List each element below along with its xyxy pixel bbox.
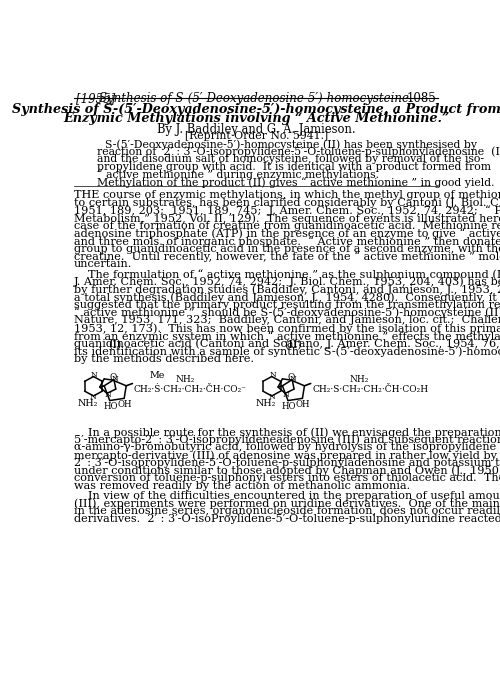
Text: propylidene group with acid.  It is identical with a product formed from: propylidene group with acid. It is ident… — [98, 162, 492, 172]
Text: OH: OH — [118, 400, 132, 409]
Text: α-amino-γ-bromobutyric acid, followed by hydrolysis of the isopropylidene residu: α-amino-γ-bromobutyric acid, followed by… — [74, 443, 500, 452]
Text: NH₂: NH₂ — [256, 399, 276, 407]
Text: to certain substrates, has been clarified considerably by Cantoni (J. Biol. Chem: to certain substrates, has been clarifie… — [74, 198, 500, 208]
Text: 1085: 1085 — [406, 92, 436, 105]
Text: NH₂: NH₂ — [175, 375, 195, 384]
Text: Methylation of the product (II) gives “ active methionine ” in good yield.: Methylation of the product (II) gives “ … — [98, 177, 495, 187]
Text: creatine.  Until recently, however, the fate of the “ active methionine ” molecu: creatine. Until recently, however, the f… — [74, 251, 500, 262]
Text: suggested that the primary product resulting from the transmethylation reactions: suggested that the primary product resul… — [74, 300, 500, 310]
Text: 5′-mercapto-2′ : 3′-O-isopropylideneadenosine (III) and subsequent reaction of t: 5′-mercapto-2′ : 3′-O-isopropylideneaden… — [74, 435, 500, 445]
Text: By J. Baddiley and G. A. Jamieson.: By J. Baddiley and G. A. Jamieson. — [157, 123, 356, 136]
Text: In view of the difficulties encountered in the preparation of useful amounts of : In view of the difficulties encountered … — [88, 491, 500, 501]
Text: was removed readily by the action of methanolic ammonia.: was removed readily by the action of met… — [74, 481, 410, 491]
Text: from an enzymic system in which “ active methionine ” effects the methylation of: from an enzymic system in which “ active… — [74, 331, 500, 342]
Text: and three mols. of inorganic phosphate.  “ Active methionine ” then donates a me: and three mols. of inorganic phosphate. … — [74, 236, 500, 247]
Text: HO: HO — [282, 402, 296, 411]
Text: 1951, 189, 203;  1951, 189, 745;  J. Amer. Chem. Soc., 1952, 74, 2942;  “ Phosph: 1951, 189, 203; 1951, 189, 745; J. Amer.… — [74, 205, 500, 216]
Text: Synthesis of S-(5′-Deoxyadenosine-5′)-homocysteine, a Product from: Synthesis of S-(5′-Deoxyadenosine-5′)-ho… — [12, 103, 500, 116]
Text: N: N — [90, 394, 97, 401]
Text: O: O — [288, 373, 295, 382]
Text: (I): (I) — [108, 340, 122, 350]
Text: N: N — [268, 394, 275, 401]
Text: [Reprint Order No. 5941.]: [Reprint Order No. 5941.] — [184, 131, 328, 141]
Text: CH₂·Ṡ·CH₂·CH₂·ČH·CO₂⁻: CH₂·Ṡ·CH₂·CH₂·ČH·CO₂⁻ — [134, 385, 247, 394]
Text: uncertain.: uncertain. — [74, 259, 132, 269]
Text: Metabolism,” 1952, Vol. II, 129).  The sequence of events is illustrated here in: Metabolism,” 1952, Vol. II, 129). The se… — [74, 213, 500, 223]
Text: Me: Me — [150, 371, 165, 380]
Text: N: N — [269, 371, 276, 379]
Text: case of the formation of creatine from guanidinoacetic acid.  Methionine reacts : case of the formation of creatine from g… — [74, 221, 500, 231]
Text: Synthesis of S-(5′-Deoxyadenosine-5′)-homocysteine.: Synthesis of S-(5′-Deoxyadenosine-5′)-ho… — [100, 92, 413, 105]
Text: J. Amer. Chem. Soc., 1952, 74, 2942;  J. Biol. Chem., 1953, 204, 403) has been c: J. Amer. Chem. Soc., 1952, 74, 2942; J. … — [74, 277, 500, 287]
Text: its identification with a sample of synthetic S-(5′-deoxyadenosine-5′)-homocyste: its identification with a sample of synt… — [74, 346, 500, 356]
Text: [1955]: [1955] — [76, 92, 116, 105]
Text: THE course of enzymic methylations, in which the methyl group of methionine is t: THE course of enzymic methylations, in w… — [74, 190, 500, 200]
Text: under conditions similar to those adopted by Chapman and Owen (J., 1950, 579) fo: under conditions similar to those adopte… — [74, 466, 500, 476]
Text: (II): (II) — [284, 340, 302, 350]
Text: by further degradation studies (Baddiley, Cantoni, and Jamieson, J., 1953, 2062): by further degradation studies (Baddiley… — [74, 285, 500, 295]
Text: “ active methionine ”  should be S-(5′-deoxyadenosine-5′)-homocysteine (II) (Woo: “ active methionine ” should be S-(5′-de… — [74, 308, 500, 318]
Text: mercapto-derivative (III) of adenosine was prepared in rather low yield by heati: mercapto-derivative (III) of adenosine w… — [74, 450, 500, 461]
Text: adenosine triphosphate (ATP) in the presence of an enzyme to give “ active methi: adenosine triphosphate (ATP) in the pres… — [74, 228, 500, 239]
Text: (III), experiments were performed on uridine derivatives.  One of the main side : (III), experiments were performed on uri… — [74, 498, 500, 509]
Text: derivatives.  2′ : 3′-O-isoProylidene-5′-O-toluene-p-sulphonyluridine reacted sm: derivatives. 2′ : 3′-O-isoProylidene-5′-… — [74, 514, 500, 524]
Text: group to guanidinoacetic acid in the presence of a second enzyme, with the forma: group to guanidinoacetic acid in the pre… — [74, 244, 500, 254]
Text: 1953, 12, 173).  This has now been confirmed by the isolation of this primary pr: 1953, 12, 173). This has now been confir… — [74, 323, 500, 333]
Text: by the methods described here.: by the methods described here. — [74, 354, 254, 364]
Text: conversion of toluene-p-sulphonyl esters into esters of thiolacetic acid.  The a: conversion of toluene-p-sulphonyl esters… — [74, 473, 500, 483]
Text: The formulation of “ active methionine ” as the sulphonium compound (I) (Cantoni: The formulation of “ active methionine ”… — [88, 269, 500, 280]
Text: in the adenosine series, organonucleoside formation, does not occur readily with: in the adenosine series, organonucleosid… — [74, 507, 500, 516]
Text: 2′ : 3′-O-isopropylidene-5′-O-toluene-p-sulphonyladenosine and potassium thioace: 2′ : 3′-O-isopropylidene-5′-O-toluene-p-… — [74, 458, 500, 468]
Text: In a possible route for the synthesis of (II) we envisaged the preparation of 5′: In a possible route for the synthesis of… — [88, 427, 500, 438]
Text: N: N — [282, 391, 290, 399]
Text: N: N — [91, 371, 98, 379]
Text: “ active methionine ” during enzymic methylations.: “ active methionine ” during enzymic met… — [98, 170, 380, 180]
Text: and the disodium salt of homocysteine, followed by removal of the iso-: and the disodium salt of homocysteine, f… — [98, 154, 484, 164]
Text: guanidinoacetic acid (Cantoni and Scarano, J. Amer. Chem. Soc., 1954, 76, 4744) : guanidinoacetic acid (Cantoni and Scaran… — [74, 339, 500, 349]
Text: a total synthesis (Baddiley and Jamieson, J., 1954, 4280).  Consequently, it has: a total synthesis (Baddiley and Jamieson… — [74, 292, 500, 303]
Text: reaction of  2′ : 3′-O-isopropylidene-5′-O-toluene-p-sulphonyladenosine  (IV): reaction of 2′ : 3′-O-isopropylidene-5′-… — [98, 147, 500, 158]
Text: NH₂: NH₂ — [77, 399, 98, 407]
Text: N: N — [104, 391, 111, 399]
Text: S-(5′-Deoxyadenosine-5′)-homocysteine (II) has been synthesised by: S-(5′-Deoxyadenosine-5′)-homocysteine (I… — [105, 139, 477, 150]
Text: CH₂·S·CH₂·CH₂·ČH·CO₂H: CH₂·S·CH₂·CH₂·ČH·CO₂H — [312, 385, 428, 394]
Text: NH₂: NH₂ — [350, 375, 369, 384]
Text: N: N — [290, 375, 296, 384]
Text: N: N — [112, 375, 118, 384]
Text: O: O — [110, 373, 116, 382]
Text: Nature, 1953, 171, 323;  Baddiley, Cantoni, and Jamieson, loc. cit.;  Challenger: Nature, 1953, 171, 323; Baddiley, Canton… — [74, 316, 500, 325]
Text: HO: HO — [104, 402, 118, 411]
Text: OH: OH — [296, 400, 310, 409]
Text: Enzymic Methylations involving “ Active Methionine.”: Enzymic Methylations involving “ Active … — [63, 112, 450, 126]
